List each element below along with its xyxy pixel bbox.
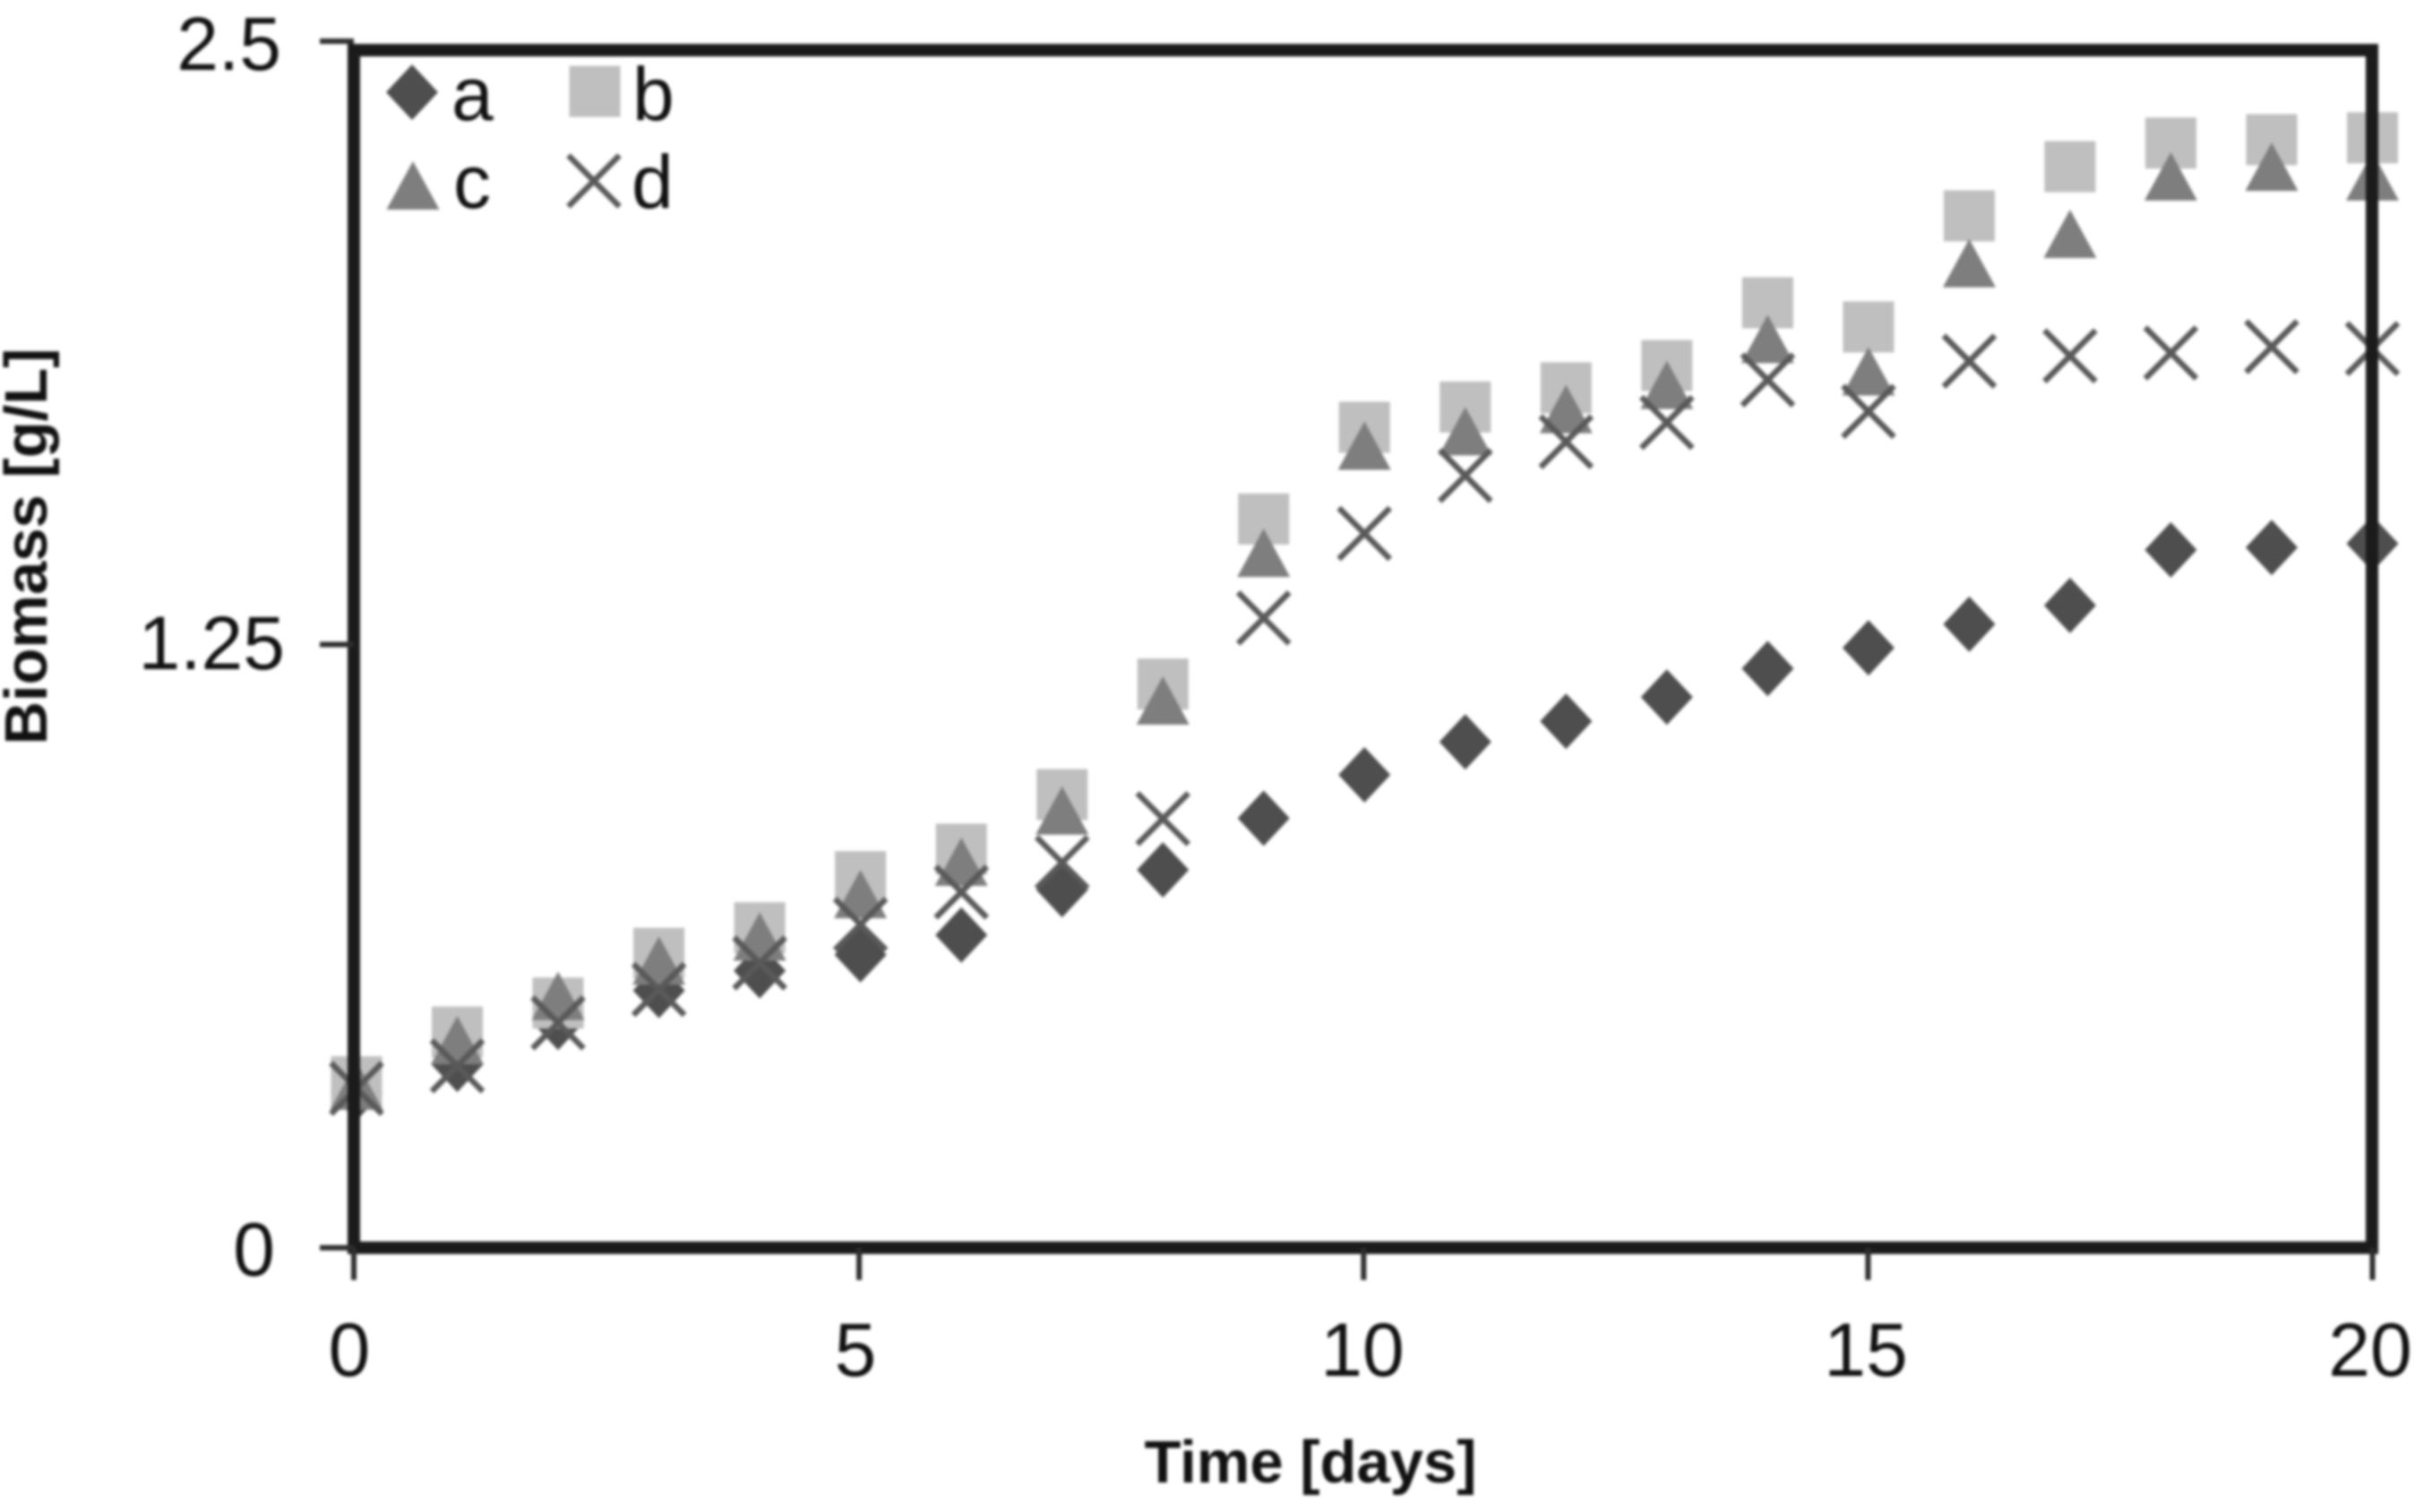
svg-text:10: 10 bbox=[1320, 1308, 1404, 1392]
svg-text:0: 0 bbox=[329, 1308, 371, 1392]
svg-text:Time [days]: Time [days] bbox=[1144, 1429, 1476, 1496]
svg-text:0: 0 bbox=[233, 1207, 275, 1292]
svg-text:20: 20 bbox=[2328, 1308, 2411, 1392]
svg-text:b: b bbox=[632, 52, 675, 136]
svg-text:5: 5 bbox=[835, 1308, 877, 1392]
svg-text:Biomass [g/L]: Biomass [g/L] bbox=[0, 348, 60, 745]
svg-text:1.25: 1.25 bbox=[139, 601, 286, 685]
svg-text:d: d bbox=[632, 140, 674, 224]
svg-text:2.5: 2.5 bbox=[176, 2, 281, 86]
svg-text:c: c bbox=[453, 140, 491, 224]
svg-text:15: 15 bbox=[1824, 1308, 1907, 1392]
svg-text:a: a bbox=[451, 52, 494, 136]
